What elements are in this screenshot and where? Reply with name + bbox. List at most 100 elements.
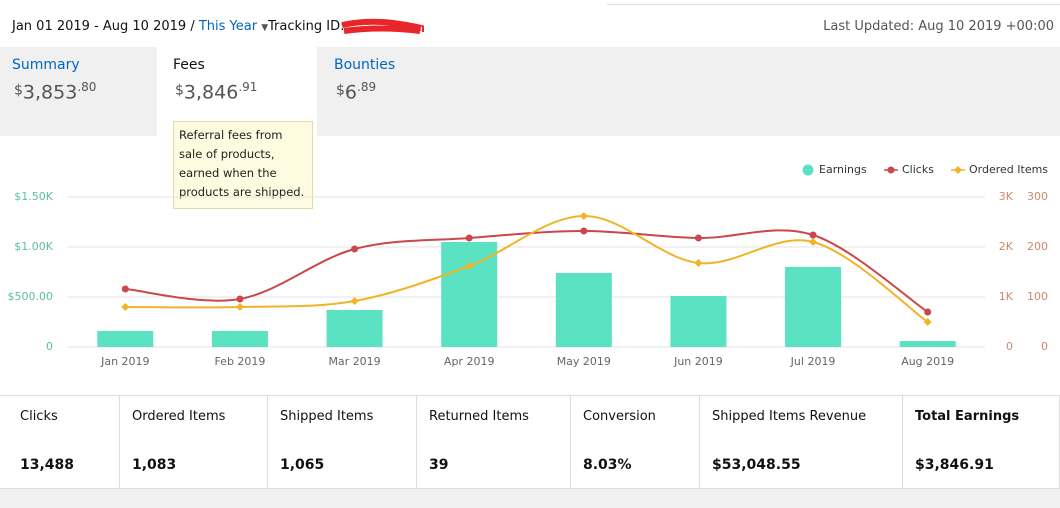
point [465,234,473,242]
stat-cell: Shipped Items Revenue $53,048.55 [700,396,903,488]
tab-amount: $6.89 [336,80,376,103]
stat-cell: Conversion 8.03% [571,396,700,488]
y3-tick-label: 100 [1027,290,1048,303]
tracking-id-label: Tracking ID: [268,19,345,34]
legend-swatch [887,166,895,174]
tab-label[interactable]: Summary [12,57,80,73]
x-tick-label: Jul 2019 [790,355,836,368]
legend-label[interactable]: Clicks [902,163,934,176]
point [580,227,588,235]
currency: $ [336,82,345,99]
y-tick-label: $1.00K [14,240,53,253]
x-tick-label: Jun 2019 [673,355,723,368]
point [351,245,359,253]
period-dropdown[interactable]: This Year [198,19,258,34]
y2-tick-label: 1K [999,290,1014,303]
tab-label[interactable]: Fees [173,57,205,73]
bar [211,331,268,347]
bar [670,296,727,347]
separator: / [190,19,195,34]
stat-value: $53,048.55 [712,457,801,473]
line-path [125,214,929,323]
point [694,234,702,242]
bar [97,331,154,347]
stat-value: 13,488 [20,457,75,473]
point [236,295,244,303]
bar [555,273,612,347]
currency: $ [14,82,23,99]
tab-amount: $3,853.80 [14,80,96,103]
stat-value: $3,846.91 [915,457,994,473]
cents: .91 [238,80,258,94]
redaction [341,18,424,34]
legend-swatch [802,164,814,176]
legend-swatch [954,166,962,174]
stat-value: 8.03% [583,457,632,473]
bar [785,267,842,347]
stat-cell: Ordered Items 1,083 [120,396,268,488]
y-tick-label: 0 [46,340,53,353]
x-tick-label: Aug 2019 [901,355,954,368]
whole: 6 [344,81,358,104]
stats-top-border [0,395,1060,396]
footer-band [0,488,1060,508]
chart: 0 $500.00 $1.00K $1.50K 0 1K 2K 3K 0 100 200 300 Jan… [8,163,1049,368]
point [121,303,130,311]
last-updated: Last Updated: Aug 10 2019 +00:00 [823,19,1054,34]
legend-label[interactable]: Earnings [819,163,867,176]
stat-label: Total Earnings [915,409,1020,424]
whole: 3,853 [22,81,78,104]
stat-label: Returned Items [429,409,529,424]
y3-tick-label: 200 [1027,240,1048,253]
stat-label: Shipped Items [280,409,374,424]
point [923,318,932,326]
point [579,212,588,220]
point [121,285,129,293]
cents: .89 [357,80,377,94]
tab-amount: $3,846.91 [175,80,257,103]
dropdown-caret[interactable]: ▼ [261,23,269,33]
y2-tick-label: 3K [999,190,1014,203]
y2-tick-label: 0 [1006,340,1013,353]
x-tick-label: Apr 2019 [444,355,495,368]
legend-label[interactable]: Ordered Items [969,163,1048,176]
point [694,259,703,267]
bar [441,242,498,347]
x-tick-label: Feb 2019 [214,355,265,368]
x-tick-label: Jan 2019 [100,355,149,368]
y-tick-label: $500.00 [8,290,54,303]
stat-label: Ordered Items [132,409,226,424]
stat-cell: Clicks 13,488 [0,396,120,488]
point [809,231,817,239]
date-range-bar: Jan 01 2019 - Aug 10 2019 / This Year ▼ [12,19,268,34]
y2-tick-label: 2K [999,240,1014,253]
point [924,308,932,316]
y-tick-label: $1.50K [14,190,53,203]
stat-cell: Returned Items 39 [417,396,571,488]
cents: .80 [77,80,97,94]
x-tick-label: Mar 2019 [328,355,380,368]
stat-label: Clicks [20,409,58,424]
y3-tick-label: 300 [1027,190,1048,203]
stat-value: 1,083 [132,457,177,473]
point [350,297,359,305]
stat-cell: Shipped Items 1,065 [268,396,417,488]
stat-label: Conversion [583,409,656,424]
date-range: Jan 01 2019 - Aug 10 2019 [12,19,187,34]
point [235,303,244,311]
currency: $ [175,82,184,99]
whole: 3,846 [183,81,239,104]
bar [899,341,956,347]
point [465,262,474,270]
line-path [125,229,929,313]
stat-value: 1,065 [280,457,325,473]
stat-cell: Total Earnings $3,846.91 [903,396,1060,488]
x-tick-label: May 2019 [557,355,611,368]
top-tabs-edge [607,0,1060,5]
stat-value: 39 [429,457,449,473]
y3-tick-label: 0 [1041,340,1048,353]
point [809,238,818,246]
stat-label: Shipped Items Revenue [712,409,867,424]
tab-label[interactable]: Bounties [334,57,396,73]
